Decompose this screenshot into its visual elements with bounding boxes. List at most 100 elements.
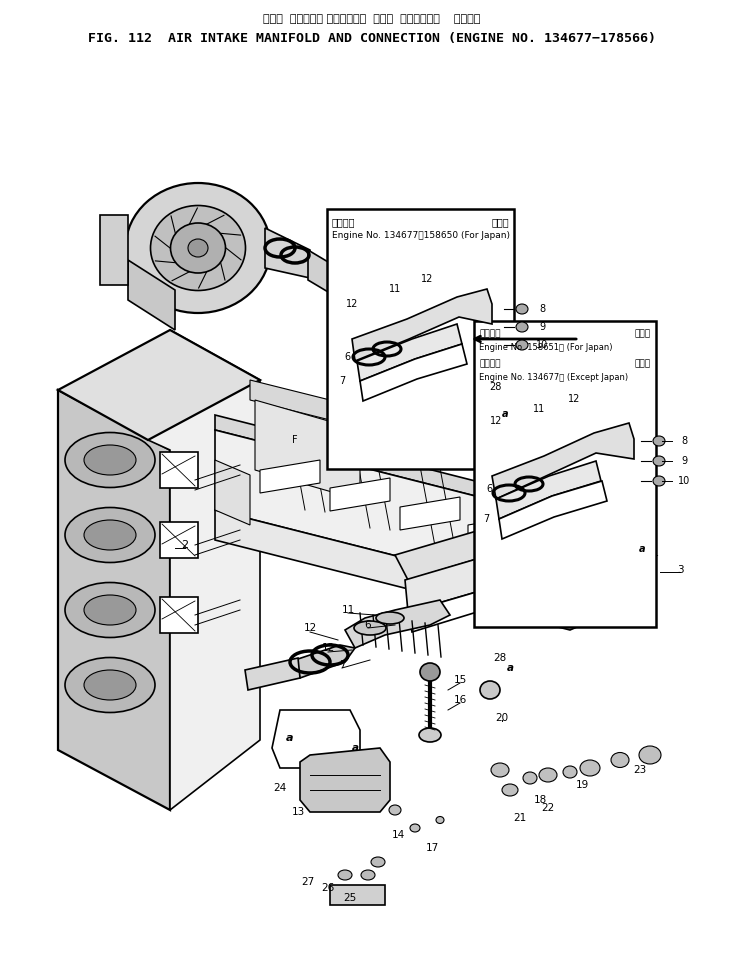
Ellipse shape — [376, 612, 404, 624]
FancyBboxPatch shape — [330, 885, 385, 905]
Ellipse shape — [126, 183, 271, 313]
Text: 10: 10 — [533, 385, 547, 395]
Text: 12: 12 — [568, 394, 580, 404]
Text: 12: 12 — [346, 299, 358, 309]
Ellipse shape — [188, 239, 208, 257]
Text: 9: 9 — [539, 322, 545, 332]
Text: 国内向: 国内向 — [635, 329, 651, 338]
Ellipse shape — [354, 621, 386, 635]
Polygon shape — [360, 344, 467, 401]
Text: a: a — [638, 544, 645, 554]
Ellipse shape — [84, 445, 136, 475]
Ellipse shape — [150, 206, 246, 290]
Ellipse shape — [639, 746, 661, 764]
Text: a: a — [351, 743, 359, 753]
Ellipse shape — [653, 456, 665, 466]
Text: 13: 13 — [292, 807, 304, 817]
Ellipse shape — [84, 595, 136, 625]
Text: 国内向: 国内向 — [491, 217, 509, 227]
Polygon shape — [400, 497, 460, 530]
Ellipse shape — [523, 772, 537, 784]
Text: 12: 12 — [321, 643, 335, 653]
Polygon shape — [357, 324, 462, 381]
Text: Engine No. 134677～ (Except Japan): Engine No. 134677～ (Except Japan) — [479, 373, 628, 382]
Polygon shape — [215, 460, 250, 525]
Text: 10: 10 — [536, 340, 548, 350]
Text: 4: 4 — [652, 550, 658, 560]
FancyBboxPatch shape — [160, 452, 198, 488]
FancyBboxPatch shape — [327, 209, 514, 469]
Polygon shape — [499, 481, 607, 539]
Ellipse shape — [595, 568, 605, 576]
Text: 21: 21 — [513, 813, 527, 823]
Ellipse shape — [338, 870, 352, 880]
Polygon shape — [100, 215, 128, 285]
Ellipse shape — [65, 582, 155, 638]
Ellipse shape — [595, 508, 605, 516]
Text: 22: 22 — [542, 803, 554, 813]
Text: 11: 11 — [389, 284, 401, 294]
Text: 6: 6 — [486, 484, 492, 494]
Ellipse shape — [580, 760, 600, 776]
Text: 11: 11 — [533, 404, 545, 414]
Text: 12: 12 — [304, 623, 317, 633]
Ellipse shape — [539, 768, 557, 782]
Ellipse shape — [65, 507, 155, 563]
Text: 23: 23 — [633, 765, 647, 775]
Text: 12: 12 — [490, 416, 502, 426]
Text: 7: 7 — [339, 376, 345, 386]
Ellipse shape — [361, 870, 375, 880]
Text: 18: 18 — [533, 795, 547, 805]
Text: 2: 2 — [182, 540, 188, 550]
Text: 6: 6 — [365, 620, 371, 630]
Polygon shape — [345, 600, 450, 648]
Polygon shape — [128, 260, 175, 330]
FancyBboxPatch shape — [160, 597, 198, 633]
Ellipse shape — [65, 432, 155, 488]
Polygon shape — [295, 645, 355, 678]
Polygon shape — [215, 510, 605, 630]
Text: Engine No. 134677～158650 (For Japan): Engine No. 134677～158650 (For Japan) — [332, 231, 510, 240]
Ellipse shape — [436, 816, 444, 823]
Text: 24: 24 — [273, 783, 286, 793]
Ellipse shape — [371, 857, 385, 867]
Text: 1: 1 — [622, 525, 629, 535]
Ellipse shape — [563, 766, 577, 778]
Ellipse shape — [491, 763, 509, 777]
Polygon shape — [250, 380, 540, 460]
Text: Engine No. 158651～ (For Japan): Engine No. 158651～ (For Japan) — [479, 343, 612, 352]
Ellipse shape — [575, 511, 585, 519]
Polygon shape — [148, 330, 260, 810]
Polygon shape — [245, 658, 300, 690]
Polygon shape — [265, 228, 310, 278]
Text: 8: 8 — [539, 304, 545, 314]
Polygon shape — [496, 461, 601, 519]
Ellipse shape — [516, 304, 528, 314]
Text: 27: 27 — [301, 877, 315, 887]
Ellipse shape — [419, 728, 441, 742]
Ellipse shape — [575, 571, 585, 579]
Text: 9: 9 — [536, 370, 543, 380]
Polygon shape — [308, 250, 360, 308]
Text: 9: 9 — [681, 456, 687, 466]
Polygon shape — [570, 490, 625, 585]
Polygon shape — [255, 400, 360, 500]
Text: a: a — [501, 409, 508, 419]
Ellipse shape — [410, 824, 420, 832]
Text: F: F — [292, 435, 298, 445]
FancyBboxPatch shape — [160, 522, 198, 558]
Text: 19: 19 — [575, 780, 589, 790]
Text: 15: 15 — [453, 675, 466, 685]
Polygon shape — [58, 330, 260, 440]
Text: 28: 28 — [493, 653, 507, 663]
Text: 適用号機: 適用号機 — [479, 359, 501, 368]
Text: 10: 10 — [678, 476, 690, 486]
Text: 5: 5 — [594, 543, 601, 553]
Text: 28: 28 — [489, 382, 501, 392]
Text: 12: 12 — [421, 274, 433, 284]
Polygon shape — [58, 390, 170, 810]
Text: 8: 8 — [681, 436, 687, 446]
Text: 6: 6 — [344, 352, 350, 362]
Ellipse shape — [84, 670, 136, 700]
Text: 14: 14 — [391, 830, 405, 840]
